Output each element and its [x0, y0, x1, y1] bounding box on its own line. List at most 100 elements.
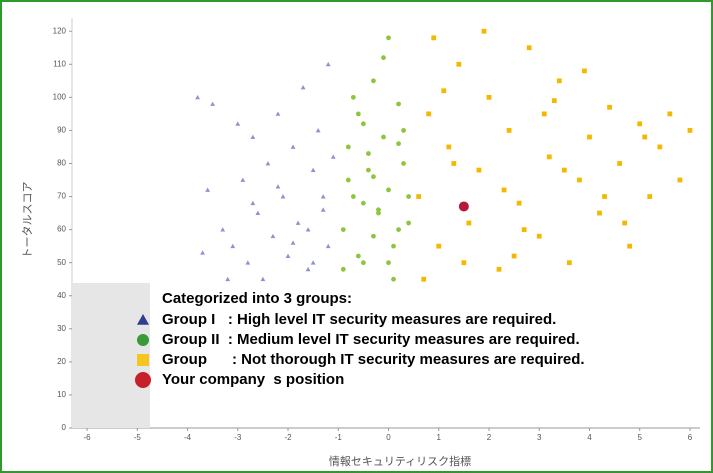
point: [391, 276, 396, 282]
point: [355, 111, 361, 117]
point: [556, 78, 562, 84]
legend-title: Categorized into 3 groups:: [162, 290, 352, 307]
point: [466, 220, 472, 226]
point: [360, 121, 366, 127]
point: [330, 154, 336, 159]
point: [371, 174, 376, 180]
point: [290, 144, 296, 149]
point: [577, 177, 582, 183]
point: [396, 101, 401, 107]
point: [345, 144, 351, 150]
point: [637, 121, 643, 127]
point: [225, 276, 231, 282]
point: [320, 207, 326, 212]
point: [210, 101, 216, 106]
point: [355, 253, 361, 259]
point: [235, 121, 241, 126]
point: [137, 334, 149, 346]
point: [446, 144, 452, 150]
point: [386, 260, 391, 266]
y-tick-label: 60: [57, 225, 66, 234]
point: [265, 161, 271, 166]
x-tick-label: 6: [688, 433, 693, 442]
y-tick-label: 50: [57, 258, 66, 267]
point: [350, 194, 356, 199]
point: [566, 260, 572, 266]
point: [310, 167, 316, 173]
y-axis-label: トータルスコア: [21, 182, 34, 259]
point: [667, 111, 673, 117]
point: [195, 94, 200, 100]
x-tick-label: 2: [487, 433, 492, 442]
point: [602, 194, 607, 199]
x-tick-label: 3: [537, 433, 542, 442]
point: [310, 260, 316, 265]
point: [551, 98, 557, 104]
x-tick-label: -4: [184, 433, 192, 442]
point: [546, 154, 552, 160]
point: [250, 200, 256, 206]
point: [421, 276, 427, 282]
x-tick-label: -3: [234, 433, 242, 442]
point: [275, 184, 281, 189]
legend-entry: Group II : Medium level IT security meas…: [162, 331, 580, 348]
point: [285, 253, 291, 258]
x-tick-label: 4: [587, 433, 592, 442]
point: [260, 276, 266, 282]
legend-entry: Your company s position: [162, 371, 344, 388]
point: [230, 243, 236, 249]
point: [270, 233, 276, 239]
x-tick-label: -5: [134, 433, 142, 442]
point: [386, 187, 391, 193]
point: [516, 200, 522, 206]
x-tick-label: -2: [284, 433, 292, 442]
point: [360, 200, 366, 206]
point: [461, 260, 467, 266]
point: [607, 104, 612, 110]
point: [137, 314, 149, 325]
point: [386, 35, 391, 41]
point: [582, 68, 587, 74]
point: [536, 233, 542, 239]
point: [511, 253, 517, 259]
point: [391, 243, 396, 249]
point: [340, 227, 346, 233]
point: [436, 243, 442, 249]
point: [561, 167, 567, 173]
point: [622, 220, 628, 226]
y-tick-label: 40: [57, 291, 66, 300]
point: [597, 210, 602, 216]
point: [617, 161, 623, 166]
point: [245, 260, 251, 265]
point: [300, 85, 306, 90]
y-tick-label: 120: [53, 26, 67, 35]
point: [642, 134, 648, 140]
point: [627, 243, 633, 249]
x-tick-label: -1: [335, 433, 343, 442]
legend-box: [150, 283, 706, 420]
point: [431, 35, 437, 41]
point: [458, 201, 469, 212]
point: [687, 128, 693, 133]
y-tick-label: 100: [53, 92, 67, 101]
x-tick-label: 5: [637, 433, 642, 442]
point: [406, 220, 412, 226]
point: [396, 141, 401, 147]
point: [376, 210, 381, 216]
point: [200, 250, 206, 255]
point: [677, 177, 683, 183]
y-tick-label: 30: [57, 324, 66, 333]
point: [280, 194, 286, 199]
point: [426, 111, 432, 117]
legend: Categorized into 3 groups: Group I : Hig…: [135, 290, 585, 388]
point: [416, 194, 422, 199]
point: [325, 61, 331, 67]
point: [371, 233, 376, 239]
y-tick-label: 110: [53, 59, 66, 68]
point: [315, 128, 321, 133]
x-tick-label: 0: [386, 433, 391, 442]
point: [371, 78, 376, 84]
point: [486, 94, 492, 100]
